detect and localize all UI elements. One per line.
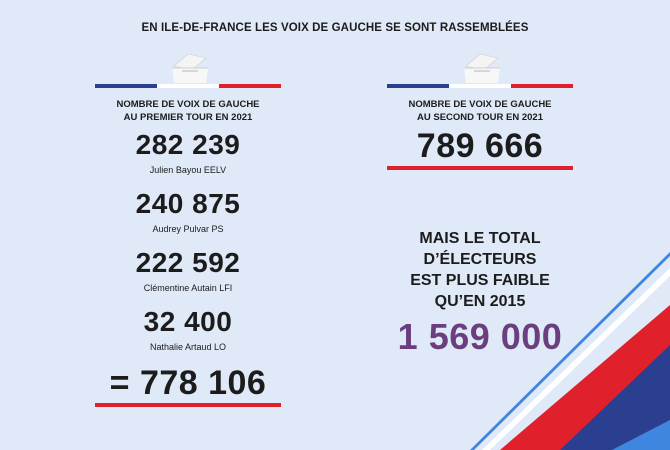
first-round-column: NOMBRE DE VOIX DE GAUCHE AU PREMIER TOUR…: [95, 53, 281, 407]
second-round-label: NOMBRE DE VOIX DE GAUCHE AU SECOND TOUR …: [387, 98, 573, 124]
second-round-label-line2: AU SECOND TOUR EN 2021: [417, 112, 543, 123]
second-round-underline: [387, 166, 573, 170]
electors-total: 1 569 000: [397, 316, 563, 357]
candidate-name: Clémentine Autain LFI: [143, 283, 233, 293]
first-round-label: NOMBRE DE VOIX DE GAUCHE AU PREMIER TOUR…: [95, 98, 281, 124]
electors-statement: MAIS LE TOTAL D’ÉLECTEURS EST PLUS FAIBL…: [380, 228, 580, 312]
electors-line: D’ÉLECTEURS: [423, 251, 537, 268]
second-round-total: 789 666: [416, 127, 544, 165]
electors-line: MAIS LE TOTAL: [419, 230, 541, 247]
candidate-name: Nathalie Artaud LO: [149, 342, 227, 352]
first-round-label-line2: AU PREMIER TOUR EN 2021: [123, 112, 253, 123]
tricolor-bar: [387, 84, 573, 88]
electors-line: QU’EN 2015: [434, 293, 526, 310]
candidate-votes: 222 592: [135, 247, 241, 278]
candidate-votes: 282 239: [135, 129, 241, 160]
electors-line: EST PLUS FAIBLE: [410, 272, 550, 289]
second-round-label-line1: NOMBRE DE VOIX DE GAUCHE: [408, 99, 552, 110]
headline: EN ILE-DE-FRANCE LES VOIX DE GAUCHE SE S…: [141, 22, 529, 34]
tricolor-bar: [95, 84, 281, 88]
candidate-votes: 32 400: [143, 306, 233, 337]
first-round-total: = 778 106: [109, 364, 267, 402]
first-round-label-line1: NOMBRE DE VOIX DE GAUCHE: [116, 99, 260, 110]
second-round-column: NOMBRE DE VOIX DE GAUCHE AU SECOND TOUR …: [387, 53, 573, 170]
first-round-underline: [95, 403, 281, 407]
candidate-name: Audrey Pulvar PS: [152, 224, 224, 234]
candidate-votes: 240 875: [135, 188, 241, 219]
candidate-name: Julien Bayou EELV: [149, 165, 227, 175]
